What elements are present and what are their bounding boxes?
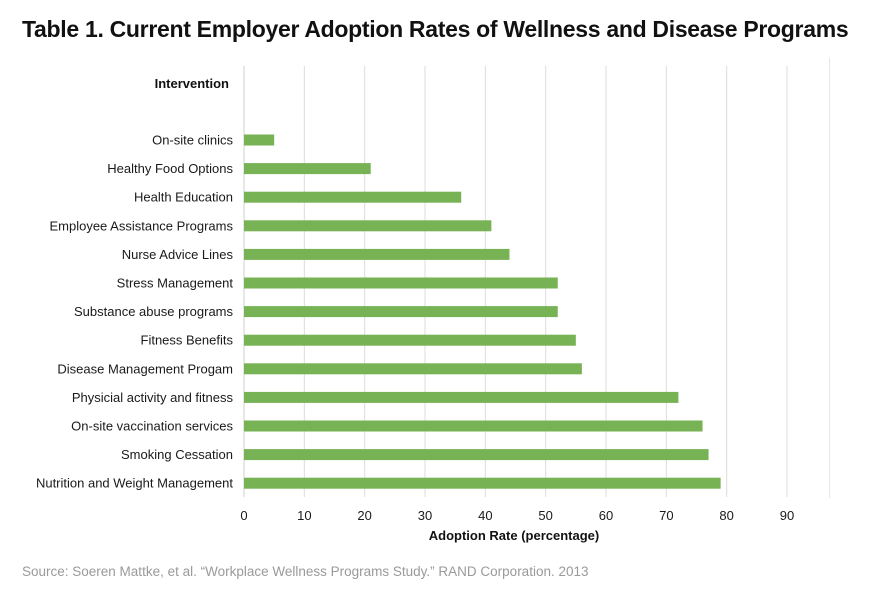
category-label: Fitness Benefits [141,333,234,348]
bar [244,420,703,432]
chart-border-line [829,58,830,498]
x-tick-label: 20 [357,508,371,523]
bar [244,306,558,318]
bars [244,134,721,489]
bar-chart: On-site clinics Healthy Food Options Healt… [36,66,794,543]
x-tick-label: 90 [780,508,794,523]
x-tick-label: 80 [719,508,733,523]
bar [244,248,510,260]
category-label: Nutrition and Weight Management [36,476,233,491]
category-label: Employee Assistance Programs [49,218,233,233]
x-tick-label: 10 [297,508,311,523]
category-axis-label: Intervention [155,76,229,91]
category-label: On-site vaccination services [71,419,233,434]
category-label: Physicial activity and fitness [72,390,234,405]
bar [244,163,371,175]
category-labels: On-site clinics Healthy Food Options Healt… [36,133,234,491]
category-label: Smoking Cessation [121,447,233,462]
bar [244,363,582,375]
bar [244,191,462,203]
bar [244,334,576,346]
x-tick-label: 70 [659,508,673,523]
category-label: Stress Management [117,276,234,291]
x-axis-label: Adoption Rate (percentage) [429,528,599,543]
chart-title: Table 1. Current Employer Adoption Rates… [22,16,849,42]
x-tick-label: 60 [599,508,613,523]
category-label: Health Education [134,190,233,205]
category-label: Healthy Food Options [107,161,233,176]
x-tick-label: 30 [418,508,432,523]
x-tick-label: 40 [478,508,492,523]
x-tick-labels: 0 10 20 30 40 50 60 70 80 90 [240,508,794,523]
bar [244,449,709,461]
bar [244,477,721,489]
category-label: Nurse Advice Lines [122,247,234,262]
bar [244,134,275,146]
bar [244,391,679,403]
category-label: Disease Management Progam [57,361,233,376]
x-tick-label: 0 [240,508,247,523]
bar [244,277,558,289]
source-note: Source: Soeren Mattke, et al. “Workplace… [22,564,589,579]
category-label: On-site clinics [152,133,233,148]
bar [244,220,492,232]
x-tick-label: 50 [538,508,552,523]
category-label: Substance abuse programs [74,304,233,319]
